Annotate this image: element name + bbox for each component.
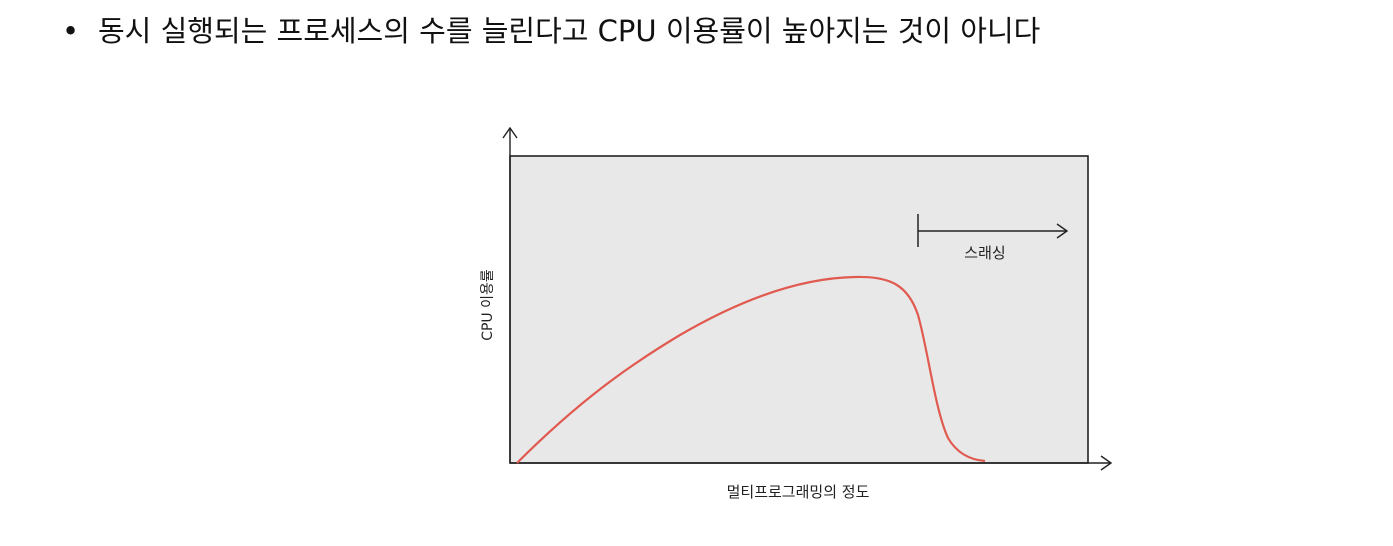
thrashing-label: 스래싱 — [964, 244, 1005, 262]
plot-area — [509, 155, 1089, 464]
bullet-text: 동시 실행되는 프로세스의 수를 늘린다고 CPU 이용률이 높아지는 것이 아… — [98, 14, 1041, 48]
utilization-curve — [516, 275, 986, 464]
bullet-item: • 동시 실행되는 프로세스의 수를 늘린다고 CPU 이용률이 높아지는 것이 … — [62, 8, 1040, 50]
x-axis-arrowhead — [1100, 455, 1113, 471]
thrashing-arrowhead — [1056, 223, 1069, 239]
x-axis-label: 멀티프로그래밍의 정도 — [727, 483, 870, 501]
bullet-dot: • — [62, 14, 80, 48]
y-axis-arrowhead — [502, 126, 518, 139]
y-axis-label: CPU 이용률 — [480, 269, 496, 341]
